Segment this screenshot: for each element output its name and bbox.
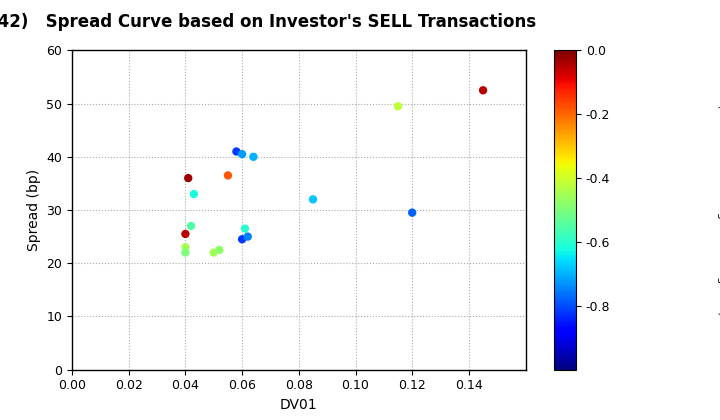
Y-axis label: Time in years between 5/16/2025 and Trade Date
(Past Trade Date is given as nega: Time in years between 5/16/2025 and Trad… xyxy=(717,72,720,348)
Point xyxy=(307,196,319,203)
Point xyxy=(248,153,259,160)
Point xyxy=(406,209,418,216)
Point xyxy=(236,236,248,243)
Point xyxy=(208,249,220,256)
Point xyxy=(214,247,225,253)
Point xyxy=(180,249,192,256)
Point xyxy=(188,191,199,197)
Point xyxy=(477,87,489,94)
Point xyxy=(180,244,192,251)
Point xyxy=(392,103,404,110)
Point xyxy=(185,223,197,229)
Point xyxy=(182,175,194,181)
Point xyxy=(242,233,253,240)
Point xyxy=(180,231,192,237)
Point xyxy=(230,148,242,155)
Point xyxy=(222,172,234,179)
Y-axis label: Spread (bp): Spread (bp) xyxy=(27,169,41,251)
Text: (9142)   Spread Curve based on Investor's SELL Transactions: (9142) Spread Curve based on Investor's … xyxy=(0,13,536,31)
X-axis label: DV01: DV01 xyxy=(280,398,318,412)
Point xyxy=(239,225,251,232)
Point xyxy=(236,151,248,158)
